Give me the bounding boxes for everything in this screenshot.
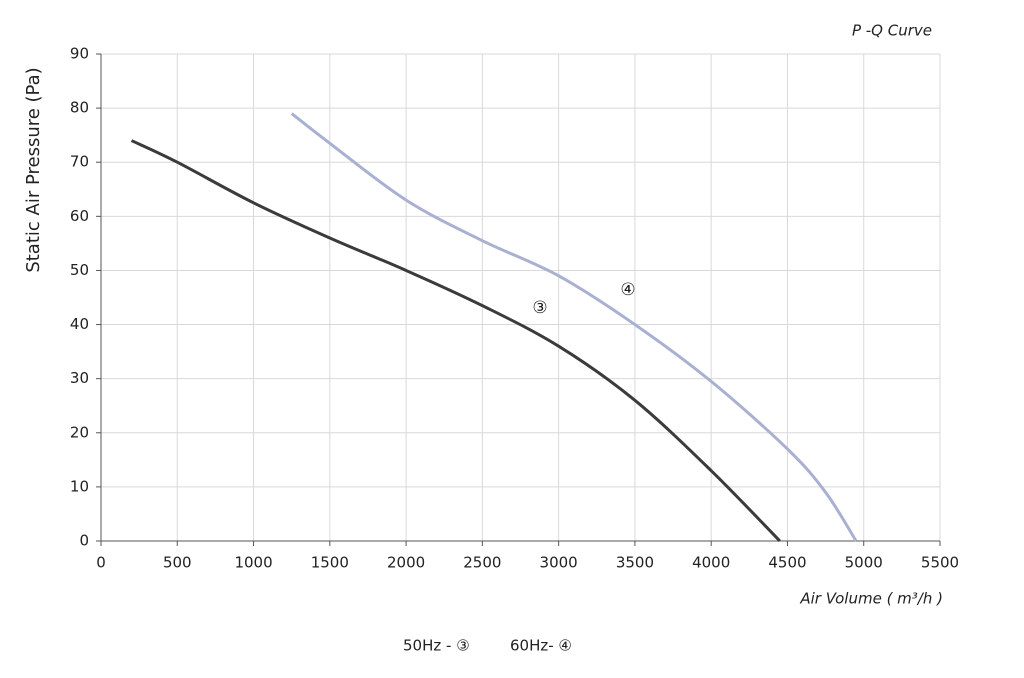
- x-tick-label: 4500: [768, 554, 806, 572]
- y-tick-label: 20: [70, 423, 89, 441]
- x-tick-label: 3000: [540, 554, 578, 572]
- x-tick-label: 5500: [921, 554, 959, 572]
- y-tick-label: 40: [70, 315, 89, 333]
- x-tick-label: 3500: [616, 554, 654, 572]
- x-tick-label: 4000: [692, 554, 730, 572]
- x-tick-label: 500: [163, 554, 192, 572]
- y-tick-label: 80: [70, 99, 89, 117]
- y-axis-label: Static Air Pressure (Pa): [23, 67, 44, 272]
- chart-title: P -Q Curve: [852, 22, 932, 40]
- x-axis-label: Air Volume ( m³/h ): [799, 590, 943, 608]
- curve-annotation: ③: [532, 298, 547, 318]
- y-tick-label: 70: [70, 153, 89, 171]
- x-tick-label: 5000: [845, 554, 883, 572]
- y-tick-label: 30: [70, 369, 89, 387]
- series-line: [130, 139, 781, 543]
- y-tick-label: 0: [79, 532, 89, 550]
- x-tick-label: 2500: [463, 554, 501, 572]
- y-tick-label: 50: [70, 261, 89, 279]
- x-tick-label: 1500: [311, 554, 349, 572]
- y-tick-label: 90: [70, 45, 89, 63]
- curve-annotation: ④: [620, 280, 635, 300]
- series-line: [290, 112, 858, 542]
- x-tick-label: 2000: [387, 554, 425, 572]
- x-tick-label: 0: [96, 554, 106, 572]
- legend-entry: 50Hz - ③: [403, 637, 470, 655]
- legend-entry: 60Hz- ④: [510, 637, 572, 655]
- y-tick-label: 60: [70, 207, 89, 225]
- y-tick-label: 10: [70, 477, 89, 495]
- x-tick-label: 1000: [234, 554, 272, 572]
